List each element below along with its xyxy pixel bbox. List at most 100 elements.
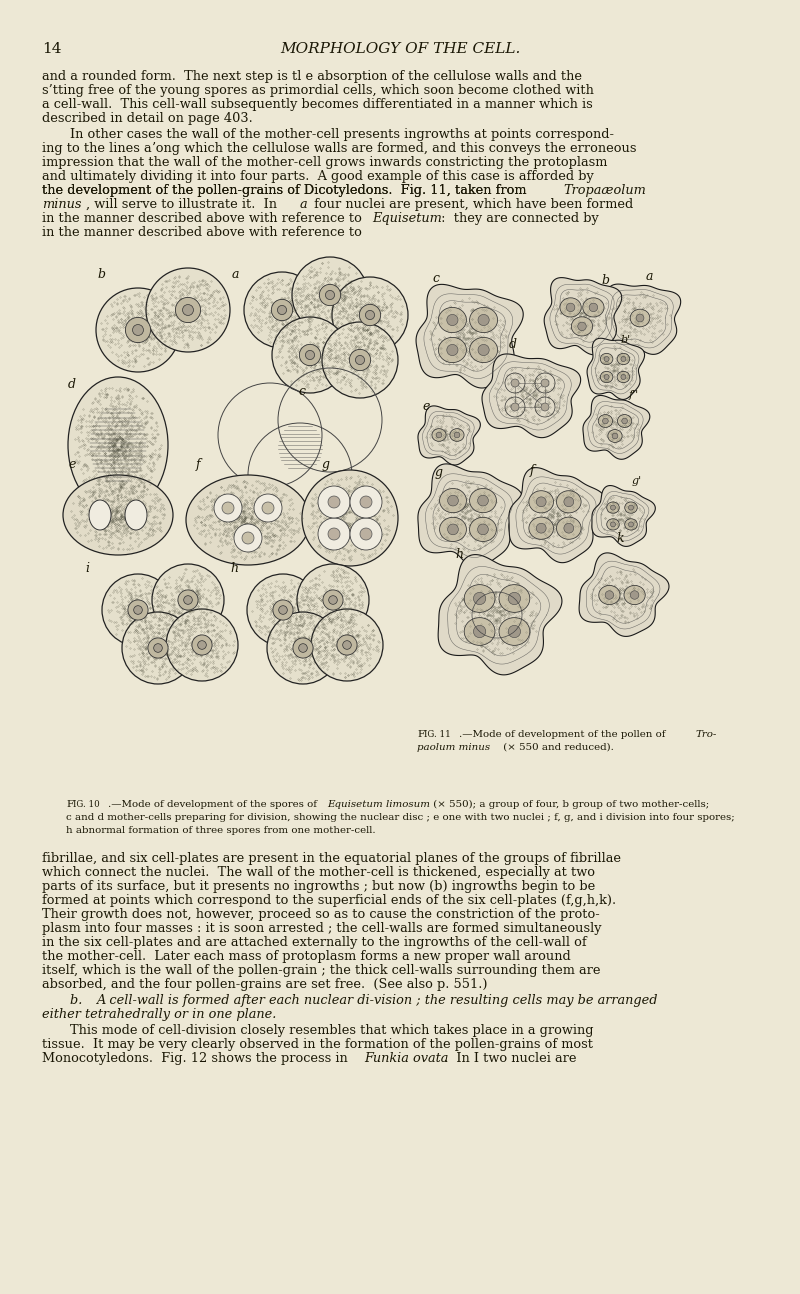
Circle shape bbox=[630, 591, 639, 599]
Text: A cell-wall is formed after each nuclear di-vision ; the resulting cells may be : A cell-wall is formed after each nuclear… bbox=[97, 994, 658, 1007]
Text: itself, which is the wall of the pollen-grain ; the thick cell-walls surrounding: itself, which is the wall of the pollen-… bbox=[42, 964, 601, 977]
Ellipse shape bbox=[618, 414, 632, 427]
Text: c: c bbox=[298, 386, 305, 399]
Text: b.: b. bbox=[70, 994, 90, 1007]
Text: plasm into four masses : it is soon arrested ; the cell-walls are formed simulta: plasm into four masses : it is soon arre… bbox=[42, 923, 602, 936]
Circle shape bbox=[622, 418, 627, 424]
Ellipse shape bbox=[254, 494, 282, 521]
Ellipse shape bbox=[606, 502, 619, 514]
Ellipse shape bbox=[432, 428, 446, 441]
Text: f'': f'' bbox=[629, 389, 639, 400]
Ellipse shape bbox=[214, 494, 242, 521]
Ellipse shape bbox=[625, 519, 638, 531]
Circle shape bbox=[566, 303, 575, 312]
Circle shape bbox=[318, 518, 350, 550]
Polygon shape bbox=[544, 278, 622, 355]
Text: four nuclei are present, which have been formed: four nuclei are present, which have been… bbox=[310, 198, 634, 211]
Text: ing to the lines aʼong which the cellulose walls are formed, and this conveys th: ing to the lines aʼong which the cellulo… bbox=[42, 142, 637, 155]
Circle shape bbox=[350, 518, 382, 550]
Ellipse shape bbox=[450, 428, 464, 441]
Text: Funkia ovata: Funkia ovata bbox=[364, 1052, 448, 1065]
Polygon shape bbox=[600, 285, 681, 355]
Ellipse shape bbox=[600, 353, 613, 365]
Circle shape bbox=[322, 322, 398, 399]
Circle shape bbox=[621, 356, 626, 361]
Polygon shape bbox=[418, 406, 480, 465]
Circle shape bbox=[178, 590, 198, 609]
Circle shape bbox=[182, 304, 194, 316]
Text: (× 550 and reduced).: (× 550 and reduced). bbox=[500, 743, 614, 752]
Circle shape bbox=[621, 374, 626, 379]
Circle shape bbox=[366, 311, 374, 320]
Circle shape bbox=[323, 590, 343, 609]
Circle shape bbox=[311, 609, 383, 681]
Text: This mode of cell-division closely resembles that which takes place in a growing: This mode of cell-division closely resem… bbox=[70, 1024, 594, 1036]
Text: either tetrahedrally or in one plane.: either tetrahedrally or in one plane. bbox=[42, 1008, 276, 1021]
Circle shape bbox=[272, 317, 348, 393]
Circle shape bbox=[96, 289, 180, 371]
Text: Their growth does not, however, proceed so as to cause the constriction of the p: Their growth does not, however, proceed … bbox=[42, 908, 600, 921]
Ellipse shape bbox=[625, 502, 638, 514]
Polygon shape bbox=[579, 553, 669, 637]
Ellipse shape bbox=[624, 585, 646, 604]
Ellipse shape bbox=[438, 338, 466, 362]
Circle shape bbox=[122, 612, 194, 685]
Circle shape bbox=[360, 496, 372, 509]
Circle shape bbox=[508, 625, 521, 638]
Ellipse shape bbox=[617, 371, 630, 383]
Ellipse shape bbox=[262, 502, 274, 514]
Circle shape bbox=[278, 606, 287, 615]
Circle shape bbox=[244, 272, 320, 348]
Text: .—Mode of development of the pollen of: .—Mode of development of the pollen of bbox=[459, 730, 669, 739]
Circle shape bbox=[604, 374, 609, 379]
Circle shape bbox=[629, 505, 634, 510]
Circle shape bbox=[511, 402, 519, 411]
Ellipse shape bbox=[464, 617, 495, 646]
Circle shape bbox=[302, 470, 398, 565]
Circle shape bbox=[436, 432, 442, 437]
Circle shape bbox=[271, 299, 293, 321]
Ellipse shape bbox=[606, 519, 619, 531]
Circle shape bbox=[536, 497, 546, 507]
Circle shape bbox=[564, 497, 574, 507]
Circle shape bbox=[297, 564, 369, 635]
Circle shape bbox=[319, 285, 341, 305]
Text: (× 550); a group of four, b group of two mother-cells;: (× 550); a group of four, b group of two… bbox=[430, 800, 710, 809]
Text: the mother-cell.  Later each mass of protoplasm forms a new proper wall around: the mother-cell. Later each mass of prot… bbox=[42, 950, 570, 963]
Ellipse shape bbox=[499, 617, 530, 646]
Circle shape bbox=[448, 496, 458, 506]
Polygon shape bbox=[418, 463, 523, 567]
Circle shape bbox=[605, 591, 614, 599]
Circle shape bbox=[478, 524, 488, 534]
Circle shape bbox=[604, 356, 609, 361]
Text: which connect the nuclei.  The wall of the mother-cell is thickened, especially : which connect the nuclei. The wall of th… bbox=[42, 866, 595, 879]
Circle shape bbox=[332, 277, 408, 353]
Ellipse shape bbox=[557, 490, 581, 512]
Circle shape bbox=[360, 528, 372, 540]
Circle shape bbox=[612, 433, 618, 439]
Circle shape bbox=[337, 635, 357, 655]
Text: .  In I two nuclei are: . In I two nuclei are bbox=[444, 1052, 577, 1065]
Circle shape bbox=[329, 595, 338, 604]
Circle shape bbox=[511, 379, 519, 387]
Circle shape bbox=[350, 487, 382, 518]
Circle shape bbox=[184, 595, 192, 604]
Circle shape bbox=[166, 609, 238, 681]
Text: fibrillae, and six cell-plates are present in the equatorial planes of the group: fibrillae, and six cell-plates are prese… bbox=[42, 851, 621, 864]
Ellipse shape bbox=[470, 338, 498, 362]
Ellipse shape bbox=[89, 499, 111, 531]
Circle shape bbox=[541, 379, 549, 387]
Polygon shape bbox=[587, 338, 645, 400]
Ellipse shape bbox=[582, 298, 604, 317]
Circle shape bbox=[148, 638, 168, 659]
Circle shape bbox=[454, 432, 460, 437]
Circle shape bbox=[478, 344, 490, 356]
Text: b': b' bbox=[621, 335, 631, 345]
Text: e: e bbox=[422, 400, 430, 413]
Ellipse shape bbox=[630, 309, 650, 327]
Circle shape bbox=[175, 298, 201, 322]
Text: F: F bbox=[66, 800, 73, 809]
Text: the development of the pollen-grains of Dicotyledons.  Fig. 11, taken from: the development of the pollen-grains of … bbox=[42, 184, 530, 197]
Circle shape bbox=[589, 303, 598, 312]
Text: IG. 11: IG. 11 bbox=[424, 730, 450, 739]
